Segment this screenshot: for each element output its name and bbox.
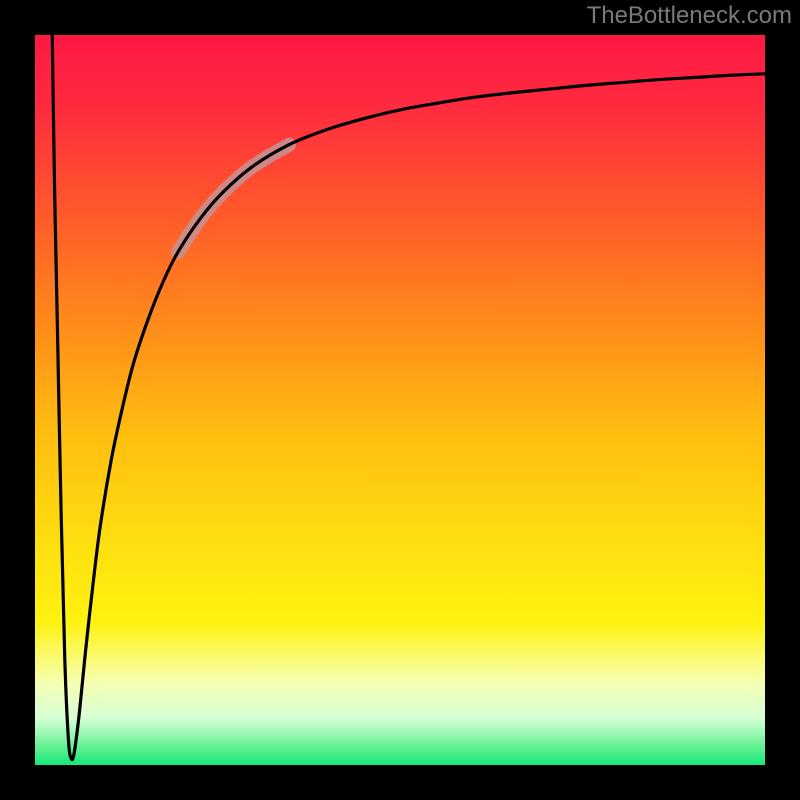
bottleneck-chart: TheBottleneck.com <box>0 0 800 800</box>
gradient-background <box>30 30 770 770</box>
chart-svg <box>0 0 800 800</box>
watermark-text: TheBottleneck.com <box>587 2 792 30</box>
